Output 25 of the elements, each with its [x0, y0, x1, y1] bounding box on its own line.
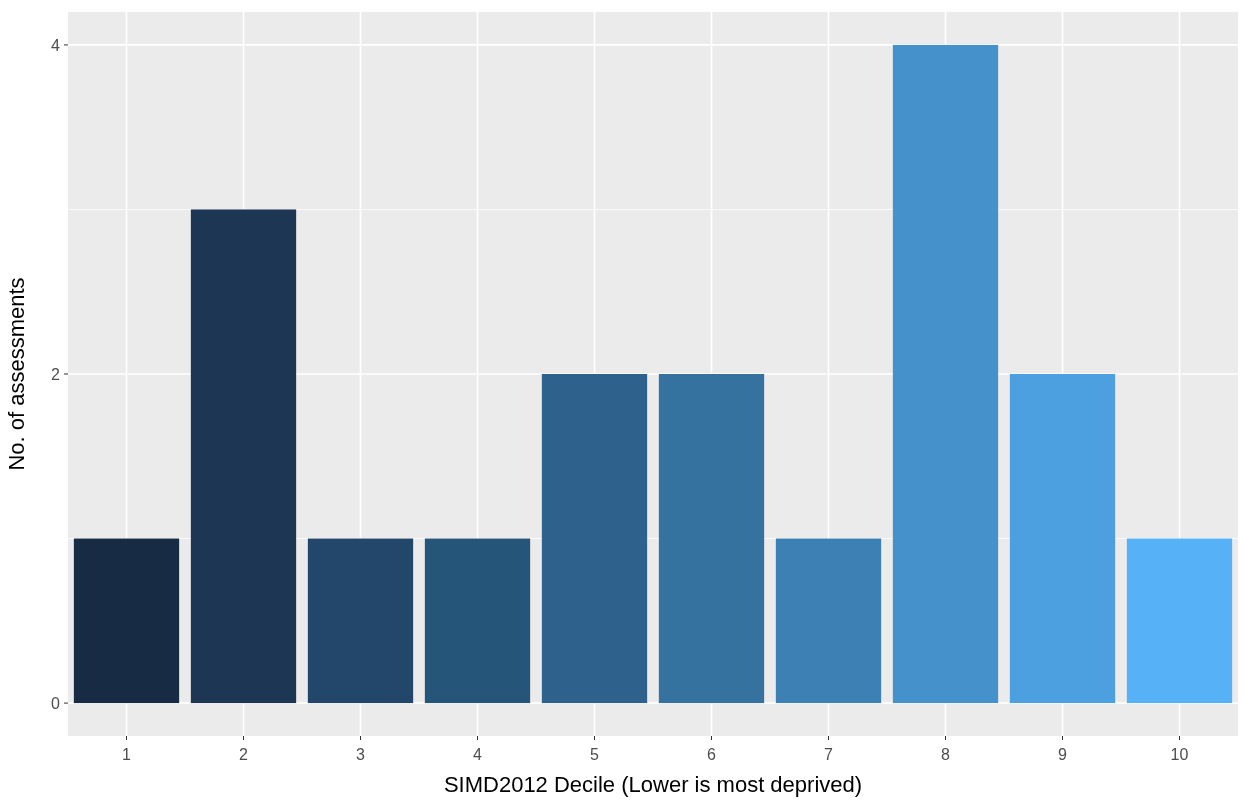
y-tick-label: 2: [51, 365, 61, 383]
x-tick-label: 10: [1170, 746, 1189, 763]
x-tick-label: 7: [824, 746, 834, 763]
x-tick-label: 5: [590, 746, 600, 763]
x-axis-title: SIMD2012 Decile (Lower is most deprived): [443, 772, 863, 797]
bar: [658, 374, 765, 704]
x-tick-label: 3: [356, 746, 366, 763]
x-tick-label: 4: [473, 746, 483, 763]
x-tick-label: 1: [122, 746, 132, 763]
bar: [892, 44, 999, 704]
y-axis-title: No. of assessments: [4, 277, 29, 471]
bar: [775, 538, 882, 704]
bar: [73, 538, 180, 704]
x-tick-label: 9: [1058, 746, 1068, 763]
y-tick-label: 0: [51, 694, 61, 712]
bar: [424, 538, 531, 704]
bar: [1126, 538, 1233, 704]
bar: [190, 209, 297, 704]
bar: [307, 538, 414, 704]
bar: [1009, 374, 1116, 704]
x-tick-label: 8: [941, 746, 951, 763]
y-tick-label: 4: [51, 36, 61, 54]
bar: [541, 374, 648, 704]
x-tick-label: 2: [239, 746, 249, 763]
x-tick-label: 6: [707, 746, 717, 763]
